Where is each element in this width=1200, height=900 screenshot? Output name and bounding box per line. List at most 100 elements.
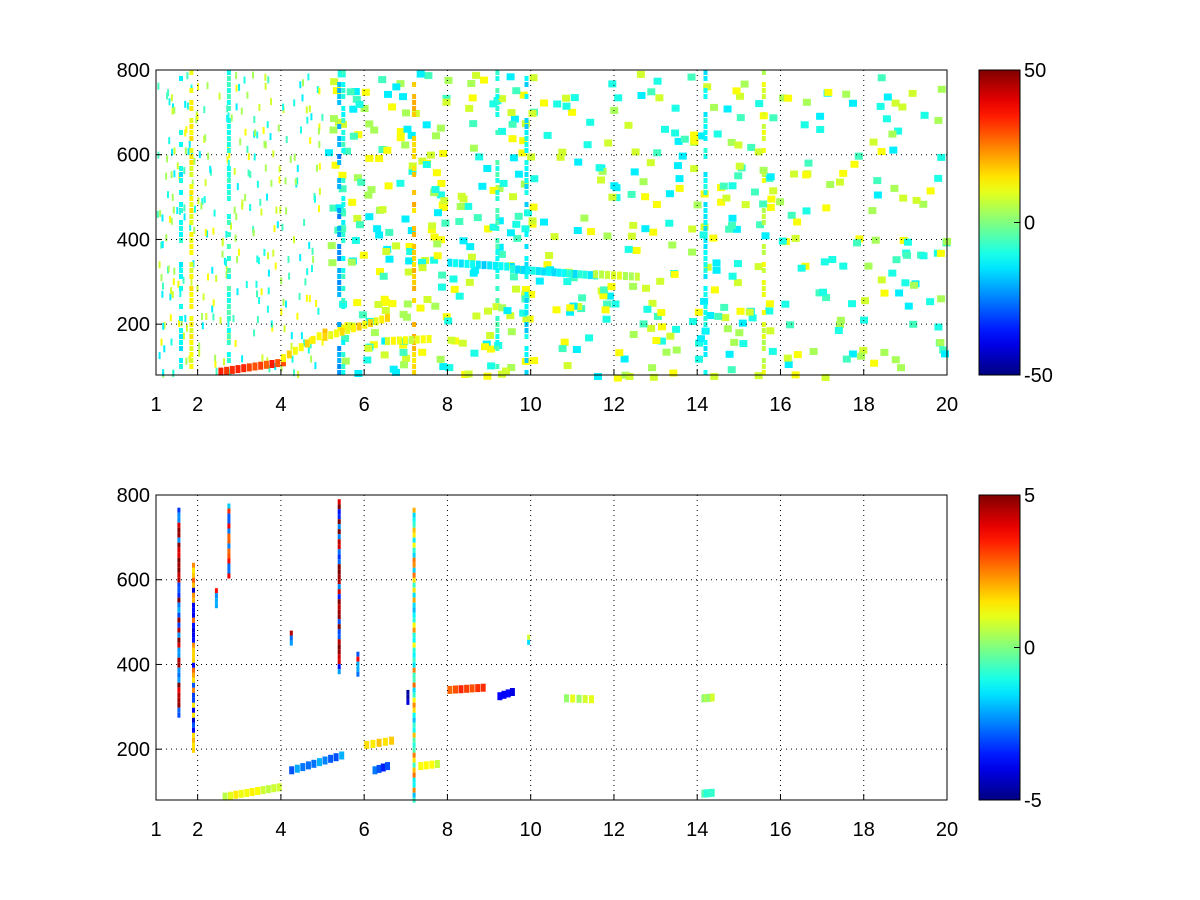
heatmap-cell <box>177 617 181 623</box>
heatmap-cell <box>169 314 172 322</box>
heatmap-cell <box>337 514 341 520</box>
heatmap-cell <box>204 179 207 187</box>
heatmap-cell <box>226 274 231 279</box>
heatmap-cell <box>341 268 346 273</box>
heatmap-cell <box>761 340 766 345</box>
heatmap-cell <box>189 262 194 267</box>
colorbar-top: -50 0 50 <box>978 60 1053 387</box>
heatmap-cell <box>869 138 878 146</box>
heatmap-cell <box>192 612 195 618</box>
heatmap-cell <box>506 73 515 81</box>
heatmap-cell <box>225 271 228 279</box>
heatmap-cell <box>179 274 183 279</box>
heatmap-cell <box>312 256 315 263</box>
heatmap-cell <box>177 537 181 543</box>
heatmap-cell <box>560 338 569 346</box>
heatmap-cell <box>720 303 729 311</box>
heatmap-cell <box>173 147 176 155</box>
heatmap-cell <box>266 305 269 313</box>
heatmap-cell <box>657 337 666 345</box>
heatmap-cell <box>280 364 283 372</box>
heatmap-cell <box>294 764 300 773</box>
heatmap-cell <box>761 214 766 219</box>
heatmap-cell <box>392 368 400 376</box>
heatmap-cell <box>412 792 416 798</box>
heatmap-cell <box>226 244 231 249</box>
heatmap-cell <box>338 171 347 179</box>
heatmap-cell <box>270 179 273 187</box>
heatmap-cell <box>524 190 529 195</box>
heatmap-cell <box>267 287 270 295</box>
heatmap-cell <box>495 190 500 195</box>
heatmap-cell <box>173 267 176 275</box>
heatmap-cell <box>258 361 264 370</box>
heatmap-cell <box>467 80 476 87</box>
heatmap-cell <box>189 154 194 159</box>
heatmap-cell <box>582 695 588 703</box>
heatmap-cell <box>546 267 552 276</box>
heatmap-cell <box>180 319 183 327</box>
heatmap-cell <box>189 340 194 345</box>
heatmap-cell <box>186 324 188 332</box>
heatmap-cell <box>284 177 287 185</box>
heatmap-cell <box>703 76 708 81</box>
heatmap-cell <box>441 219 450 227</box>
heatmap-cell <box>607 283 616 291</box>
heatmap-cell <box>495 100 500 105</box>
heatmap-cell <box>177 607 181 613</box>
heatmap-cell <box>447 258 453 267</box>
heatmap-cell <box>405 257 414 265</box>
heatmap-cell <box>727 366 736 374</box>
heatmap-cell <box>182 332 185 340</box>
heatmap-cell <box>227 528 231 534</box>
heatmap-cell <box>179 334 183 339</box>
heatmap-cell <box>412 527 416 533</box>
heatmap-cell <box>170 287 173 295</box>
heatmap-cell <box>192 627 195 633</box>
heatmap-cell <box>365 213 374 221</box>
heatmap-cell <box>179 316 183 321</box>
heatmap-cell <box>793 218 802 226</box>
heatmap-cell <box>703 262 708 267</box>
heatmap-cell <box>177 587 181 593</box>
heatmap-cell <box>495 268 500 273</box>
heatmap-cell <box>185 357 188 365</box>
heatmap-cell <box>524 232 529 237</box>
heatmap-cell <box>655 94 664 102</box>
heatmap-cell <box>337 250 342 255</box>
heatmap-cell <box>784 94 793 102</box>
heatmap-cell <box>227 159 230 167</box>
heatmap-cell <box>337 519 341 525</box>
heatmap-cell <box>703 154 708 159</box>
x-tick-label: 6 <box>359 819 370 841</box>
heatmap-cell <box>337 619 341 625</box>
heatmap-cell <box>405 243 414 250</box>
heatmap-cell <box>206 82 209 90</box>
heatmap-cell <box>674 162 682 170</box>
heatmap-cell <box>572 269 578 278</box>
heatmap-cell <box>873 177 882 185</box>
heatmap-cell <box>186 102 189 110</box>
heatmap-cell <box>329 126 338 134</box>
heatmap-cell <box>226 286 231 291</box>
heatmap-cell <box>339 751 345 760</box>
heatmap-cell <box>625 373 634 380</box>
heatmap-cell <box>756 221 765 229</box>
heatmap-cell <box>495 243 504 251</box>
heatmap-cell <box>450 285 459 293</box>
heatmap-cell <box>706 693 712 702</box>
heatmap-cell <box>552 306 561 314</box>
heatmap-cell <box>308 295 311 303</box>
heatmap-cell <box>412 370 417 375</box>
heatmap-cell <box>358 311 367 319</box>
heatmap-cell <box>690 137 699 145</box>
heatmap-cell <box>627 190 636 198</box>
heatmap-cell <box>657 309 666 316</box>
heatmap-cell <box>189 316 194 321</box>
heatmap-cell <box>179 202 183 207</box>
heatmap-cell <box>227 568 231 574</box>
colorbar-gradient <box>978 69 1021 376</box>
heatmap-cell <box>234 234 237 242</box>
heatmap-cell <box>354 131 363 139</box>
